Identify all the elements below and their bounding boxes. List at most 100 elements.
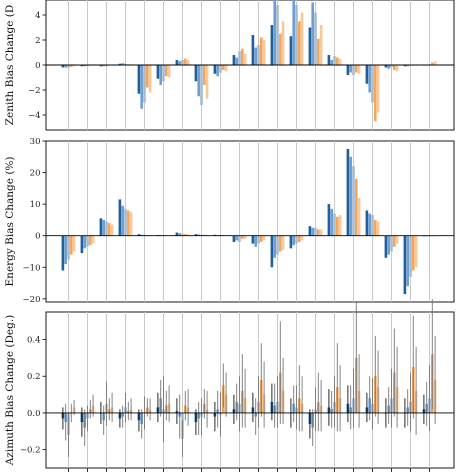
panel2-bar xyxy=(338,215,342,236)
panel2-bar xyxy=(137,234,141,236)
panel1-y-tick-label: 4 xyxy=(35,11,40,21)
panel2-bar xyxy=(200,234,203,236)
panel2-bar xyxy=(314,227,317,236)
panel2-bar xyxy=(371,215,374,236)
panel2-y-tick-label: −10 xyxy=(23,263,41,273)
panel1-bar xyxy=(433,61,437,65)
panel1-bar xyxy=(83,65,86,67)
panel1-bar xyxy=(298,21,301,65)
panel1-bar xyxy=(336,57,339,65)
panel1-bar xyxy=(368,65,371,93)
panel1-bar xyxy=(175,60,179,65)
panel2-bar xyxy=(175,232,179,236)
panel2-bar xyxy=(279,235,282,252)
panel2-bar xyxy=(129,212,133,236)
panel1-bar xyxy=(319,25,323,65)
panel2-bar xyxy=(355,178,358,236)
panel1-y-tick-label: −2 xyxy=(28,86,41,96)
panel1-bar xyxy=(61,65,65,68)
panel2-bar xyxy=(118,199,122,236)
panel2-bar xyxy=(67,235,70,260)
panel2-bar xyxy=(121,205,124,236)
panel2-bar xyxy=(70,235,73,255)
panel1-bar xyxy=(241,48,244,65)
panel2-bar xyxy=(251,235,255,244)
panel2-bar xyxy=(368,213,371,236)
panel3-y-tick-label: 0.4 xyxy=(27,336,41,346)
panel2-bar xyxy=(311,227,314,236)
panel2-bar xyxy=(238,235,241,243)
panel1-bar xyxy=(167,65,171,78)
panel2-bar xyxy=(108,223,111,236)
panel1-bar xyxy=(327,55,331,65)
panel1-bar xyxy=(156,65,160,79)
panel2-bar xyxy=(346,148,350,236)
panel2-bar xyxy=(357,197,361,236)
panel1-bar xyxy=(67,65,70,69)
panel1-bar xyxy=(281,21,285,65)
panel2-bar xyxy=(127,210,130,236)
panel1-bar xyxy=(148,65,152,93)
panel2-bar xyxy=(390,235,393,252)
panel2-bar xyxy=(243,235,247,239)
panel1-bar xyxy=(254,47,257,65)
panel1-y-axis-label: Zenith Bias Change (D xyxy=(4,5,16,126)
panel2-bar xyxy=(276,235,279,255)
panel2-y-tick-label: −20 xyxy=(23,295,41,305)
panel2-bar xyxy=(143,234,146,236)
panel1-bar xyxy=(311,2,314,65)
panel1-bar xyxy=(403,65,407,67)
panel1-bar xyxy=(205,65,209,99)
panel1-bar xyxy=(262,40,266,65)
panel3-y-tick-label: 0.0 xyxy=(27,409,41,419)
panel1-bar xyxy=(406,65,409,67)
panel1-bar xyxy=(338,58,342,65)
panel1-y-tick-label: −4 xyxy=(28,111,41,121)
panel2-bar xyxy=(295,235,298,244)
panel2-bar xyxy=(281,235,285,250)
panel1-bar xyxy=(431,62,434,65)
panel2-bar xyxy=(336,216,339,236)
panel2-bar xyxy=(330,208,333,236)
panel1-bar xyxy=(213,65,217,74)
panel2-bar xyxy=(184,234,187,236)
panel2-bar xyxy=(91,235,95,244)
panel2-bar xyxy=(235,235,238,241)
panel1-bar xyxy=(276,5,279,65)
panel3-plot-frame xyxy=(45,311,455,469)
panel1-bar xyxy=(251,35,255,65)
panel2-plot-frame xyxy=(45,140,455,303)
panel2-bar xyxy=(393,235,396,247)
panel2-bar xyxy=(203,234,206,236)
panel1-bar xyxy=(165,65,168,77)
panel2-bar xyxy=(414,235,418,268)
panel2-y-axis-label: Energy Bias Change (%) xyxy=(4,157,16,287)
panel1-bar xyxy=(222,65,225,70)
panel2-bar xyxy=(406,235,409,287)
panel2-bar xyxy=(105,221,108,236)
panel2-bar xyxy=(376,221,380,236)
panel1-bar xyxy=(314,12,317,65)
panel2-bar xyxy=(327,204,331,236)
panel1-bar xyxy=(260,37,263,65)
panel1-bar xyxy=(349,65,352,73)
panel2-bar xyxy=(61,235,65,271)
panel1-bar xyxy=(121,63,124,65)
panel2-y-tick-label: 20 xyxy=(30,169,41,179)
panel1-bar xyxy=(200,65,203,105)
panel1-bar xyxy=(355,65,358,73)
panel2-bar xyxy=(409,235,412,277)
panel1-bar xyxy=(219,65,222,73)
panel1-bar xyxy=(374,65,377,122)
panel2-bar xyxy=(403,235,407,295)
panel1-bar xyxy=(137,65,141,94)
panel1-bar xyxy=(346,65,350,75)
panel2-bar xyxy=(178,233,181,236)
panel2-bar xyxy=(213,234,217,236)
panel1-bar xyxy=(333,56,336,65)
panel1-bar xyxy=(243,53,247,65)
panel2-y-tick-label: 0 xyxy=(35,232,40,242)
panel1-bar xyxy=(384,65,388,68)
panel1-bar xyxy=(99,65,103,67)
